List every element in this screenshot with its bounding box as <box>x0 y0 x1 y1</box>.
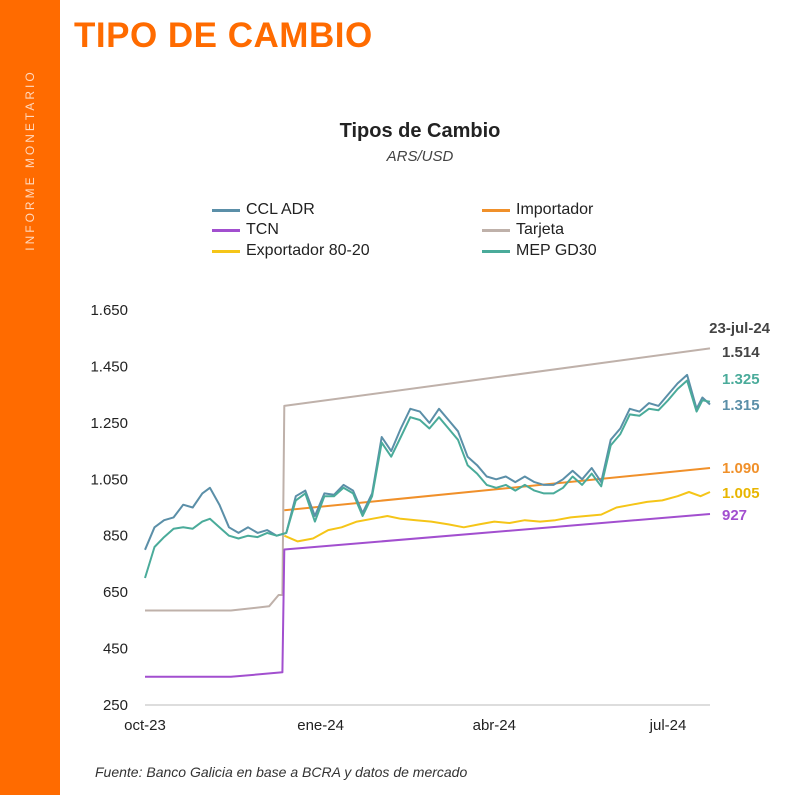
end-label-mep-gd30: 1.325 <box>722 371 760 388</box>
series-line-tarjeta <box>145 347 711 612</box>
y-tick-label: 850 <box>103 528 128 545</box>
legend-swatch-tarjeta <box>482 228 510 232</box>
legend-label: TCN <box>246 221 279 238</box>
y-tick-label: 650 <box>103 584 128 601</box>
legend-swatch-exportador <box>212 249 240 253</box>
series-lines <box>144 347 711 678</box>
section-title: TIPO DE CAMBIO <box>74 16 373 55</box>
chart-title: Tipos de Cambio <box>339 120 501 142</box>
x-tick-label: abr-24 <box>473 717 516 734</box>
x-tick-label: oct-23 <box>124 717 166 734</box>
end-label-ccl-adr: 1.315 <box>722 397 760 414</box>
legend-item-tarjeta: Tarjeta <box>482 220 564 240</box>
side-bar: INFORME MONETARIO <box>0 0 60 795</box>
y-tick-label: 450 <box>103 641 128 658</box>
legend-swatch-importador <box>482 208 510 212</box>
legend-swatch-mep-gd30 <box>482 249 510 253</box>
x-axis: oct-23 ene-24 abr-24 jul-24 <box>124 704 710 734</box>
chart-subtitle: ARS/USD <box>386 148 454 165</box>
end-label-tarjeta: 1.514 <box>722 344 760 361</box>
end-label-importador: 1.090 <box>722 460 760 477</box>
y-tick-label: 1.250 <box>90 415 128 432</box>
legend-item-importador: Importador <box>482 200 593 220</box>
legend-item-tcn: TCN <box>212 220 279 240</box>
legend-swatch-ccl-adr <box>212 208 240 212</box>
legend-item-mep-gd30: MEP GD30 <box>482 241 597 261</box>
y-tick-label: 250 <box>103 697 128 714</box>
series-line-ccl-adr <box>144 373 711 551</box>
legend-label: Tarjeta <box>516 221 565 238</box>
y-axis: 250 450 650 850 1.050 1.250 1.450 1.650 <box>90 302 128 714</box>
series-line-tcn <box>145 513 711 678</box>
legend-item-ccl-adr: CCL ADR <box>212 200 315 220</box>
date-label: 23-jul-24 <box>709 320 771 337</box>
legend-swatch-tcn <box>212 228 240 232</box>
legend-label: Importador <box>516 201 594 218</box>
x-tick-label: jul-24 <box>649 717 687 734</box>
y-tick-label: 1.050 <box>90 471 128 488</box>
end-label-tcn: 927 <box>722 507 747 524</box>
series-line-importador <box>284 467 711 512</box>
legend-label: CCL ADR <box>246 201 315 218</box>
y-tick-label: 1.650 <box>90 302 128 319</box>
end-label-exportador-80-20: 1.005 <box>722 485 760 502</box>
end-labels: 23-jul-24 1.315 1.090 927 1.514 1.005 1.325 <box>709 320 771 524</box>
x-tick-label: ene-24 <box>297 717 344 734</box>
y-tick-label: 1.450 <box>90 358 128 375</box>
source-note: Fuente: Banco Galicia en base a BCRA y d… <box>95 764 468 780</box>
legend-item-exportador: Exportador 80-20 <box>212 241 370 261</box>
series-line-mep-gd30 <box>144 379 711 579</box>
legend-label: Exportador 80-20 <box>246 242 370 259</box>
series-line-exportador-80-20 <box>283 491 711 543</box>
legend-label: MEP GD30 <box>516 242 597 259</box>
